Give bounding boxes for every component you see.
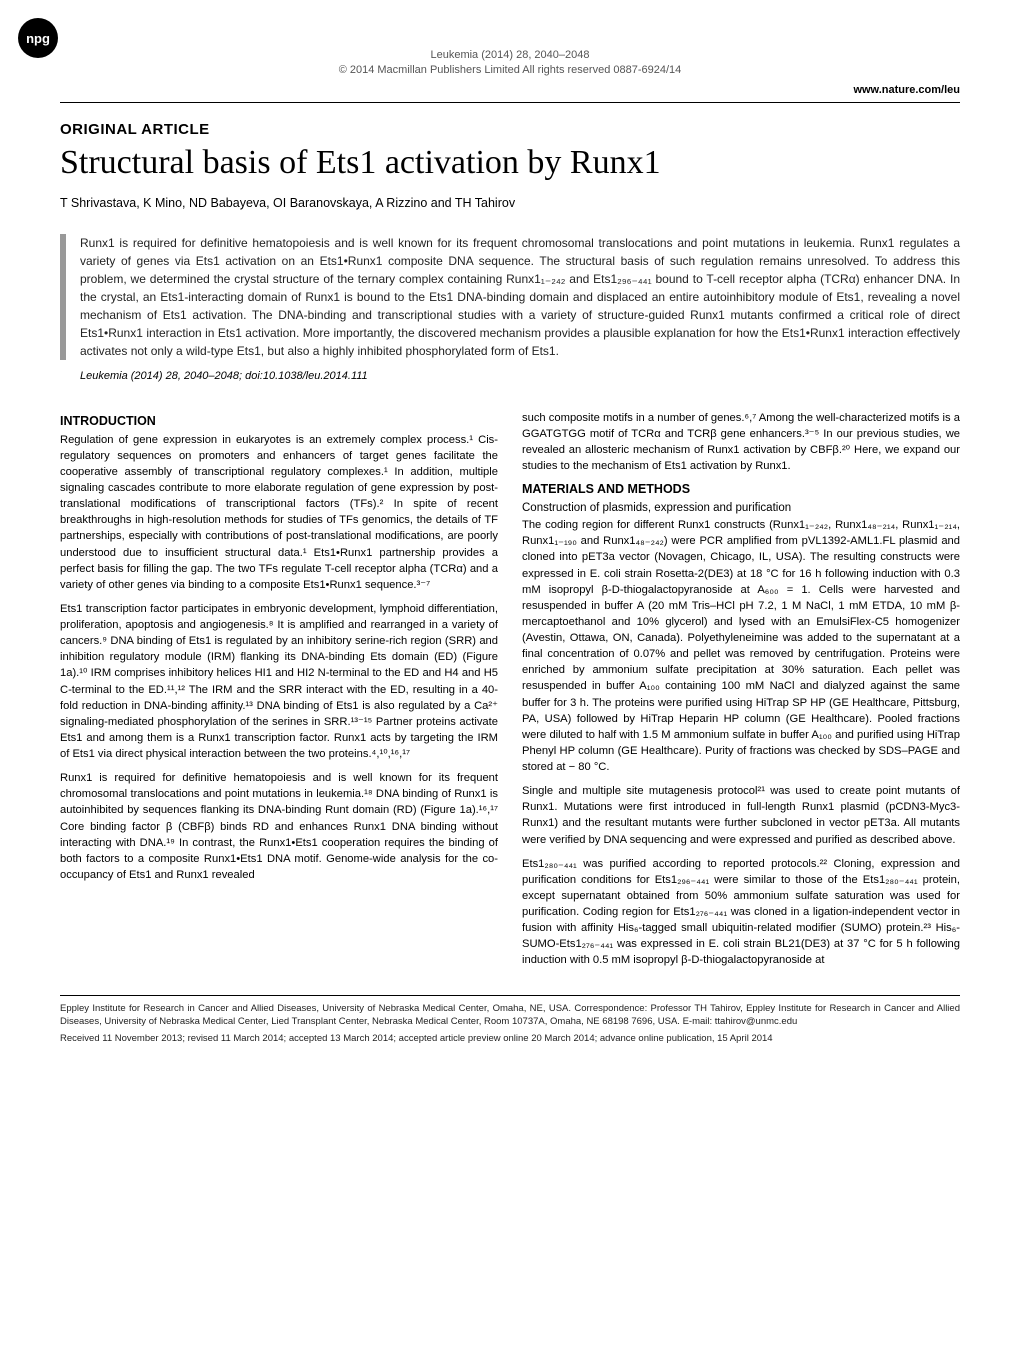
right-column: such composite motifs in a number of gen… [522,410,960,977]
intro-paragraph-2: Ets1 transcription factor participates i… [60,601,498,762]
intro-paragraph-3: Runx1 is required for definitive hematop… [60,770,498,883]
authors: T Shrivastava, K Mino, ND Babayeva, OI B… [60,196,960,210]
dates: Received 11 November 2013; revised 11 Ma… [60,1033,960,1044]
journal-line: Leukemia (2014) 28, 2040–2048 [60,48,960,63]
methods-heading: MATERIALS AND METHODS [522,482,960,496]
abstract-text: Runx1 is required for definitive hematop… [80,234,960,360]
methods-paragraph-2: Single and multiple site mutagenesis pro… [522,783,960,848]
affiliation: Eppley Institute for Research in Cancer … [60,1002,960,1029]
methods-paragraph-3: Ets1₂₈₀₋₄₄₁ was purified according to re… [522,856,960,969]
article-title: Structural basis of Ets1 activation by R… [60,144,960,182]
intro-paragraph-1: Regulation of gene expression in eukaryo… [60,432,498,593]
two-column-body: INTRODUCTION Regulation of gene expressi… [60,410,960,977]
left-column: INTRODUCTION Regulation of gene expressi… [60,410,498,977]
intro-paragraph-right: such composite motifs in a number of gen… [522,410,960,475]
header-rule [60,102,960,103]
abstract-block: Runx1 is required for definitive hematop… [60,234,960,360]
npg-badge: npg [18,18,58,58]
introduction-heading: INTRODUCTION [60,414,498,428]
methods-paragraph-1: The coding region for different Runx1 co… [522,517,960,775]
page-header: Leukemia (2014) 28, 2040–2048 © 2014 Mac… [60,48,960,78]
footer-rule [60,995,960,996]
article-type: ORIGINAL ARTICLE [60,121,960,138]
journal-url: www.nature.com/leu [60,84,960,96]
citation: Leukemia (2014) 28, 2040–2048; doi:10.10… [60,370,960,382]
methods-subheading-1: Construction of plasmids, expression and… [522,502,960,514]
copyright-line: © 2014 Macmillan Publishers Limited All … [60,63,960,78]
